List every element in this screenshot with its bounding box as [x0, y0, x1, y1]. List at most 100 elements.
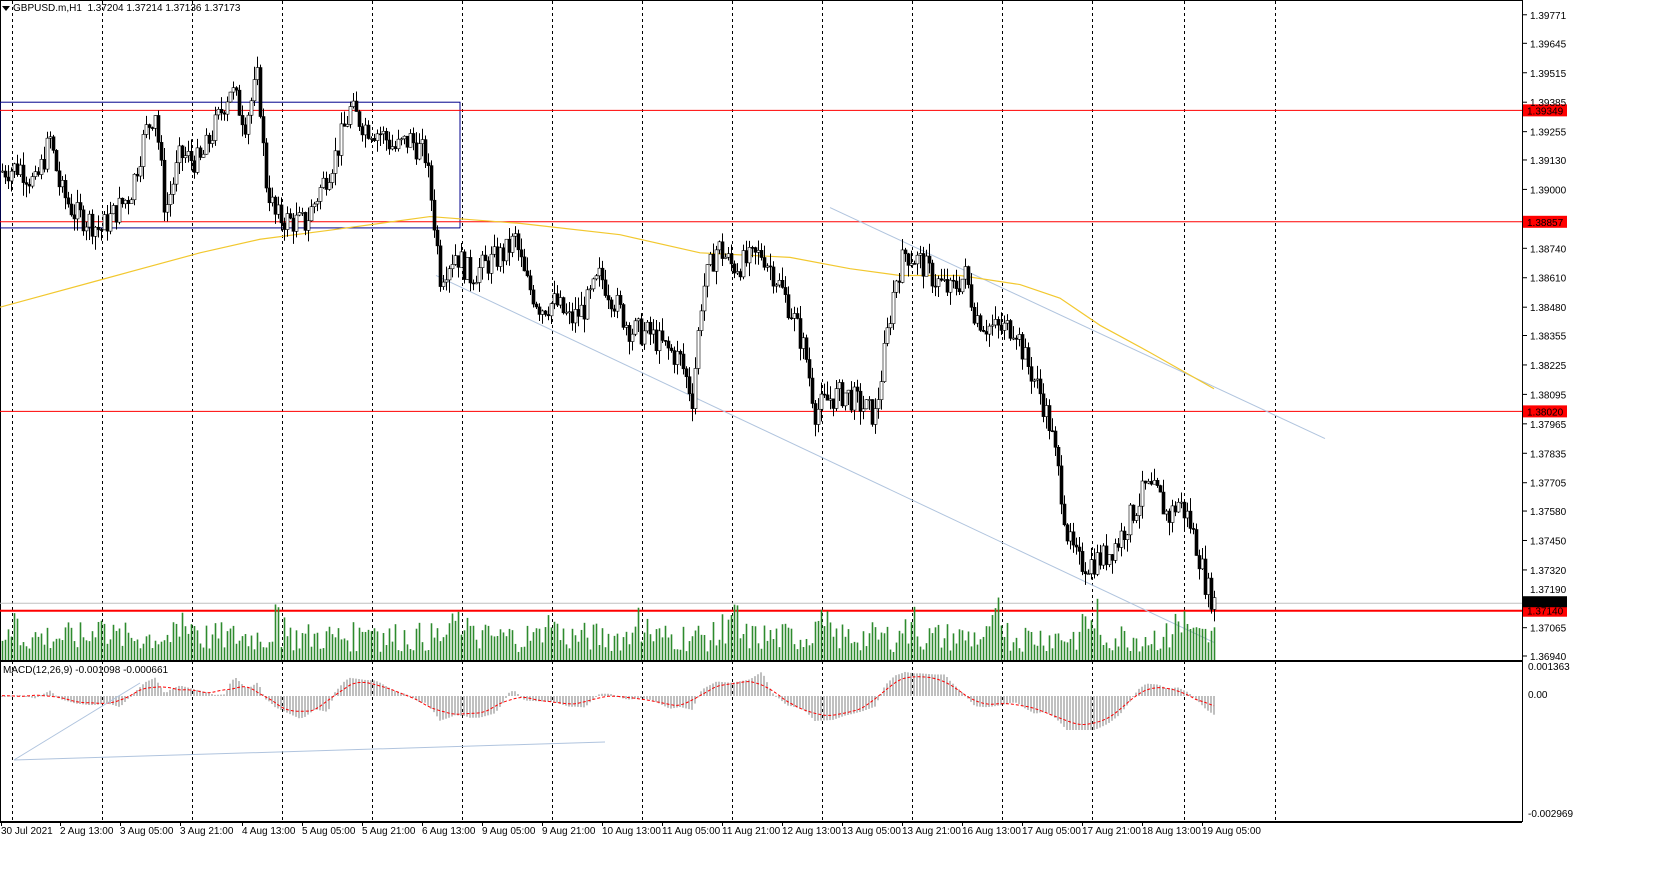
- price-axis-tick: 1.38355: [1530, 332, 1567, 343]
- candle-body: [132, 173, 137, 201]
- macd-histogram-bar: [508, 692, 510, 696]
- candle-body: [372, 138, 377, 141]
- candle-body: [1125, 534, 1130, 541]
- candle-body: [204, 134, 209, 155]
- macd-histogram-bar: [655, 696, 657, 702]
- candle-body: [1185, 510, 1190, 519]
- candle-body: [642, 330, 647, 345]
- candle-body: [795, 313, 800, 319]
- macd-histogram-bar: [184, 686, 186, 696]
- candle-body: [120, 197, 125, 205]
- macd-histogram-bar: [796, 696, 798, 708]
- macd-histogram-bar: [742, 680, 744, 696]
- macd-histogram-bar: [337, 688, 339, 696]
- macd-histogram-bar: [25, 696, 27, 697]
- macd-histogram-bar: [1111, 696, 1113, 721]
- price-axis-tick: 1.39645: [1530, 39, 1567, 50]
- macd-histogram-bar: [1096, 696, 1098, 729]
- macd-histogram-bar: [799, 696, 801, 709]
- candle-body: [675, 351, 680, 365]
- macd-histogram-bar: [1198, 696, 1200, 703]
- macd-indicator: [1, 671, 1215, 761]
- price-axis[interactable]: 1.39771 1.39645 1.39515 1.39385 1.39255 1.391…: [1522, 11, 1567, 663]
- candle-body: [516, 233, 521, 251]
- macd-histogram-bar: [280, 696, 282, 710]
- candle-body: [276, 204, 281, 215]
- macd-histogram-bar: [199, 690, 201, 696]
- macd-histogram-bar: [307, 696, 309, 715]
- candle-body: [810, 377, 815, 404]
- candle-body: [987, 325, 992, 335]
- price-axis-tick: 1.39255: [1530, 128, 1567, 139]
- macd-histogram-bar: [526, 696, 528, 701]
- candle-body: [288, 213, 293, 219]
- macd-histogram-bar: [808, 696, 810, 715]
- macd-histogram-bar: [484, 696, 486, 717]
- macd-histogram-bar: [1189, 693, 1191, 696]
- macd-histogram-bar: [391, 689, 393, 696]
- macd-histogram-bar: [289, 696, 291, 715]
- candle-body: [579, 304, 584, 317]
- candle-body: [141, 134, 146, 167]
- candle-body: [639, 318, 644, 345]
- candle-body: [690, 393, 695, 409]
- candle-body: [471, 282, 476, 285]
- candle-body: [1023, 347, 1028, 360]
- macd-histogram-bar: [1012, 696, 1014, 703]
- macd-histogram-bar: [511, 691, 513, 696]
- macd-histogram-bar: [34, 696, 36, 699]
- macd-histogram-bar: [109, 696, 111, 705]
- macd-histogram-bar: [415, 696, 417, 700]
- macd-histogram-bar: [769, 688, 771, 696]
- macd-histogram-bar: [235, 678, 237, 696]
- macd-histogram-bar: [997, 696, 999, 706]
- candle-body: [33, 171, 38, 177]
- macd-histogram-bar: [778, 696, 780, 699]
- candle-body: [906, 253, 911, 266]
- macd-histogram-bar: [1048, 696, 1050, 714]
- macd-histogram-bar: [610, 694, 612, 696]
- macd-histogram-bar: [568, 696, 570, 707]
- candle-body: [921, 253, 926, 277]
- macd-histogram-bar: [208, 693, 210, 696]
- candle-body: [291, 217, 296, 232]
- macd-histogram-bar: [427, 696, 429, 706]
- candle-body: [1209, 577, 1214, 610]
- macd-histogram-bar: [505, 696, 507, 699]
- macd-histogram-bar: [1036, 696, 1038, 714]
- macd-histogram-bar: [700, 691, 702, 696]
- macd-histogram-bar: [313, 696, 315, 711]
- macd-histogram-bar: [433, 696, 435, 713]
- candle-body: [399, 138, 404, 141]
- time-axis-label: 10 Aug 13:00: [602, 826, 661, 837]
- candle-body: [1092, 559, 1097, 575]
- candle-body: [1146, 481, 1151, 484]
- macd-histogram-bar: [580, 696, 582, 708]
- candle-body: [0, 170, 5, 173]
- candle-body: [72, 214, 77, 220]
- macd-histogram-bar: [562, 696, 564, 705]
- candle-body: [759, 250, 764, 258]
- macd-histogram-bar: [790, 696, 792, 707]
- macd-histogram-bar: [259, 687, 261, 696]
- macd-histogram-bar: [1072, 696, 1074, 730]
- price-axis-tick: 1.39130: [1530, 156, 1567, 167]
- macd-histogram-bar: [1000, 696, 1002, 706]
- macd-histogram-bar: [940, 674, 942, 696]
- macd-histogram-bar: [1129, 696, 1131, 702]
- macd-histogram-bar: [844, 696, 846, 716]
- candle-body: [75, 202, 80, 220]
- macd-histogram-bar: [685, 696, 687, 709]
- candle-body: [285, 213, 290, 230]
- price-axis-tick: 1.39000: [1530, 185, 1567, 196]
- macd-histogram-bar: [214, 694, 216, 696]
- macd-histogram-bar: [469, 696, 471, 718]
- horizontal-levels[interactable]: 1.39349 1.38857 1.38020 1.371401.371731.371…: [0, 104, 1567, 618]
- macd-histogram-bar: [286, 696, 288, 713]
- channel-lines[interactable]: [435, 207, 1326, 643]
- time-axis[interactable]: 30 Jul 2021 2 Aug 13:00 3 Aug 05:00 3 Aug 2…: [1, 822, 1261, 837]
- dropdown-triangle-icon[interactable]: [2, 5, 10, 11]
- macd-histogram-bar: [577, 696, 579, 707]
- candle-body: [813, 403, 818, 425]
